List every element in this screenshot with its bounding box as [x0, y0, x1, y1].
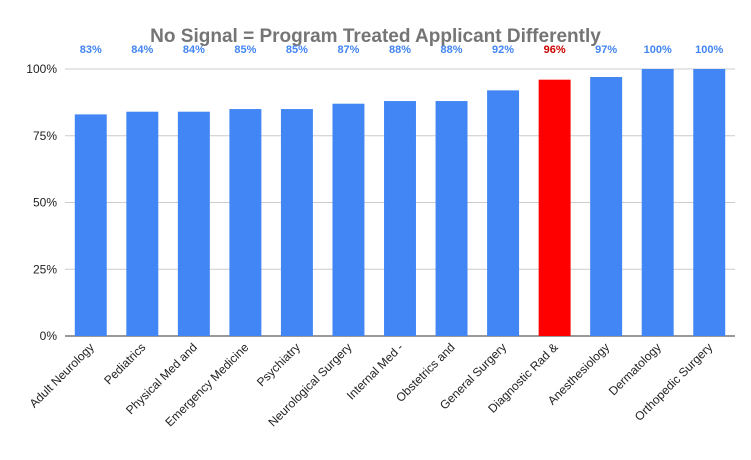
y-tick-label: 0%: [40, 329, 58, 343]
bar-10: [590, 77, 623, 336]
bar-5: [332, 103, 365, 337]
bar-11: [641, 69, 674, 336]
bars: [74, 69, 726, 337]
bar-7: [435, 101, 468, 336]
data-label: 87%: [337, 44, 359, 56]
x-tick-label: Psychiatry: [254, 340, 303, 389]
data-label: 83%: [80, 44, 102, 56]
data-label: 92%: [492, 44, 514, 56]
data-label: 100%: [644, 44, 672, 56]
bar-3: [229, 109, 262, 336]
bar-12: [693, 69, 726, 336]
chart-title: No Signal = Program Treated Applicant Di…: [150, 26, 601, 47]
data-label: 88%: [389, 44, 411, 56]
y-tick-label: 25%: [33, 262, 57, 276]
y-tick-label: 100%: [26, 62, 57, 76]
bar-2: [177, 111, 210, 336]
data-label: 85%: [234, 44, 256, 56]
data-label: 85%: [286, 44, 308, 56]
x-tick-label: Pediatrics: [101, 340, 148, 387]
data-label: 84%: [131, 44, 153, 56]
bar-4: [280, 109, 313, 336]
data-label: 84%: [183, 44, 205, 56]
bar-6: [384, 101, 416, 336]
data-labels: 83% 84% 84% 85% 85% 87% 88% 88% 92% 96% 97% 100% 100…: [80, 44, 724, 56]
x-tick-label: Adult Neurology: [27, 340, 97, 410]
y-axis-ticks: 0% 25% 50% 75% 100%: [26, 62, 57, 343]
bar-8: [487, 90, 520, 336]
bar-9: [538, 79, 571, 337]
data-label: 96%: [544, 44, 566, 56]
data-label: 100%: [695, 44, 723, 56]
bar-0: [74, 114, 107, 336]
data-label: 88%: [441, 44, 463, 56]
bar-1: [126, 111, 159, 336]
y-tick-label: 50%: [33, 196, 57, 210]
data-label: 97%: [595, 44, 617, 56]
y-tick-label: 75%: [33, 129, 57, 143]
